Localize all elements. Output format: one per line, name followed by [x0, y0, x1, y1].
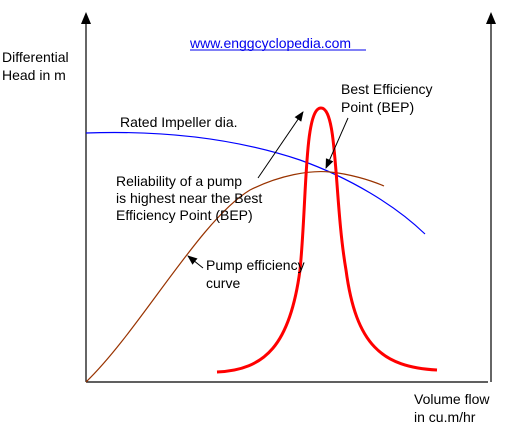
x-axis-label: Volume flow in cu.m/hr: [414, 391, 493, 425]
reliability-note: Reliability of a pump is highest near th…: [116, 173, 266, 223]
bep-arrow: [325, 117, 349, 169]
efficiency-curve: [85, 171, 385, 383]
efficiency-arrow: [187, 255, 204, 269]
impeller-curve: [85, 131, 426, 235]
website-link[interactable]: www.enggcyclopedia.com: [189, 35, 351, 51]
right-arrow-icon: [486, 12, 496, 24]
reliability-arrow: [257, 111, 304, 179]
impeller-curve-label: Rated Impeller dia.: [120, 114, 238, 130]
bep-label: Best Efficiency Point (BEP): [341, 81, 436, 115]
y-axis-arrow-icon: [81, 12, 91, 24]
reliability-curve: [216, 106, 438, 374]
y-axis-label: Differential Head in m: [2, 49, 73, 83]
efficiency-curve-label: Pump efficiency curve: [206, 257, 308, 291]
